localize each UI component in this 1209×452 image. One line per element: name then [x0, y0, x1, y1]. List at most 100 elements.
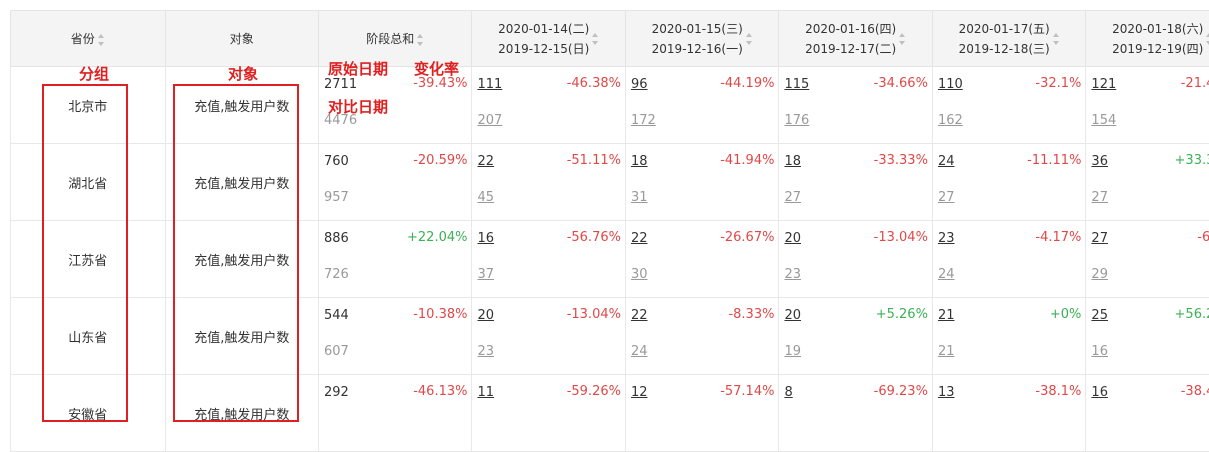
column-header-date[interactable]: 2020-01-14(二)2019-12-15(日) — [472, 11, 625, 67]
annotation-label-object: 对象 — [228, 63, 258, 84]
table-header-row: 省份 对象 阶段总和 2020-01-14(二)2019-12-15(日) 20… — [11, 11, 1209, 67]
compare-value-link[interactable]: 207 — [477, 113, 502, 128]
current-value-link[interactable]: 36 — [1091, 154, 1108, 169]
change-rate: -51.11% — [567, 153, 621, 168]
current-value-link[interactable]: 111 — [477, 77, 502, 92]
sort-icon[interactable] — [417, 34, 424, 46]
current-value: 544 — [324, 308, 349, 323]
current-value-link[interactable]: 8 — [784, 385, 792, 400]
compare-value: 957 — [324, 190, 349, 205]
date-value-cell: 12-57.14% — [625, 375, 778, 452]
column-header-province[interactable]: 省份 — [11, 11, 166, 67]
current-value-link[interactable]: 24 — [938, 154, 955, 169]
current-value-link[interactable]: 22 — [631, 231, 648, 246]
current-value-link[interactable]: 12 — [631, 385, 648, 400]
sort-icon[interactable] — [899, 33, 906, 45]
date-value-cell: 27-6.9%29 — [1086, 221, 1209, 298]
compare-value-link[interactable]: 21 — [938, 344, 955, 359]
total-cell: 544-10.38%607 — [319, 298, 472, 375]
date-value-cell: 16 -56.76% 37 — [472, 221, 625, 298]
compare-value-link[interactable]: 31 — [631, 190, 648, 205]
annotation-frame-group — [42, 84, 128, 422]
compare-value-link[interactable]: 19 — [784, 344, 801, 359]
date-value-cell: 16-38.46% — [1086, 375, 1209, 452]
current-value: 760 — [324, 154, 349, 169]
current-value-link[interactable]: 110 — [938, 77, 963, 92]
current-value-link[interactable]: 22 — [631, 308, 648, 323]
sort-icon[interactable] — [98, 34, 105, 46]
date-value-cell: 36 +33.33% 27 — [1086, 144, 1209, 221]
compare-value-link[interactable]: 154 — [1091, 113, 1116, 128]
current-value-link[interactable]: 20 — [784, 231, 801, 246]
compare-value: 607 — [324, 344, 349, 359]
current-value: 886 — [324, 231, 349, 246]
current-value-link[interactable]: 27 — [1091, 231, 1108, 246]
compare-value-link[interactable]: 29 — [1091, 267, 1108, 282]
date-value-cell: 20-13.04%23 — [779, 221, 932, 298]
current-value: 2711 — [324, 77, 357, 92]
compare-value-link[interactable]: 45 — [477, 190, 494, 205]
compare-value-link[interactable]: 27 — [784, 190, 801, 205]
change-rate: +33.33% — [1175, 153, 1209, 168]
total-cell: 886+22.04%726 — [319, 221, 472, 298]
compare-value-link[interactable]: 23 — [477, 344, 494, 359]
current-value-link[interactable]: 20 — [477, 308, 494, 323]
compare-value-link[interactable]: 27 — [938, 190, 955, 205]
change-rate: -26.67% — [720, 230, 774, 245]
date-value-cell: 121 -21.43% 154 — [1086, 67, 1209, 144]
date-value-cell: 20 -13.04% 23 — [472, 298, 625, 375]
compare-value-link[interactable]: 172 — [631, 113, 656, 128]
date-value-cell: 96 -44.19% 172 — [625, 67, 778, 144]
column-header-date[interactable]: 2020-01-15(三)2019-12-16(一) — [625, 11, 778, 67]
current-value-link[interactable]: 18 — [784, 154, 801, 169]
current-value-link[interactable]: 115 — [784, 77, 809, 92]
date-value-cell: 22 -26.67% 30 — [625, 221, 778, 298]
annotation-label-group: 分组 — [79, 63, 109, 84]
current-value-link[interactable]: 18 — [631, 154, 648, 169]
compare-value-link[interactable]: 27 — [1091, 190, 1108, 205]
column-header-date[interactable]: 2020-01-17(五)2019-12-18(三) — [932, 11, 1085, 67]
compare-value-link[interactable]: 24 — [631, 344, 648, 359]
date-value-cell: 24-11.11%27 — [932, 144, 1085, 221]
current-value-link[interactable]: 22 — [477, 154, 494, 169]
total-cell: 292-46.13% — [319, 375, 472, 452]
date-value-cell: 23-4.17%24 — [932, 221, 1085, 298]
compare-value-link[interactable]: 162 — [938, 113, 963, 128]
date-value-cell: 8-69.23% — [779, 375, 932, 452]
change-rate: -56.76% — [567, 230, 621, 245]
current-value-link[interactable]: 20 — [784, 308, 801, 323]
column-header-date[interactable]: 2020-01-18(六)2019-12-19(四) — [1086, 11, 1209, 67]
current-value-link[interactable]: 16 — [1091, 385, 1108, 400]
current-value-link[interactable]: 21 — [938, 308, 955, 323]
change-rate: -21.43% — [1181, 76, 1209, 91]
sort-icon[interactable] — [746, 33, 753, 45]
compare-value-link[interactable]: 16 — [1091, 344, 1108, 359]
current-value-link[interactable]: 11 — [477, 385, 494, 400]
sort-icon[interactable] — [592, 33, 599, 45]
change-rate: +56.25% — [1175, 307, 1209, 322]
change-rate: -33.33% — [874, 153, 928, 168]
date-value-cell: 21+0%21 — [932, 298, 1085, 375]
current-value-link[interactable]: 96 — [631, 77, 648, 92]
change-rate: +5.26% — [876, 307, 928, 322]
current-value-link[interactable]: 25 — [1091, 308, 1108, 323]
change-rate: -59.26% — [567, 384, 621, 399]
sort-icon[interactable] — [1053, 33, 1060, 45]
change-rate: -44.19% — [720, 76, 774, 91]
date-value-cell: 22-8.33%24 — [625, 298, 778, 375]
compare-value-link[interactable]: 24 — [938, 267, 955, 282]
compare-value-link[interactable]: 176 — [784, 113, 809, 128]
current-value-link[interactable]: 16 — [477, 231, 494, 246]
compare-value-link[interactable]: 37 — [477, 267, 494, 282]
annotation-frame-object — [173, 84, 299, 422]
annotation-label-change-rate: 变化率 — [414, 58, 459, 79]
compare-value-link[interactable]: 30 — [631, 267, 648, 282]
current-value-link[interactable]: 13 — [938, 385, 955, 400]
change-rate: -13.04% — [567, 307, 621, 322]
current-value-link[interactable]: 121 — [1091, 77, 1116, 92]
column-header-object: 对象 — [165, 11, 318, 67]
compare-value: 726 — [324, 267, 349, 282]
compare-value-link[interactable]: 23 — [784, 267, 801, 282]
current-value-link[interactable]: 23 — [938, 231, 955, 246]
column-header-date[interactable]: 2020-01-16(四)2019-12-17(二) — [779, 11, 932, 67]
